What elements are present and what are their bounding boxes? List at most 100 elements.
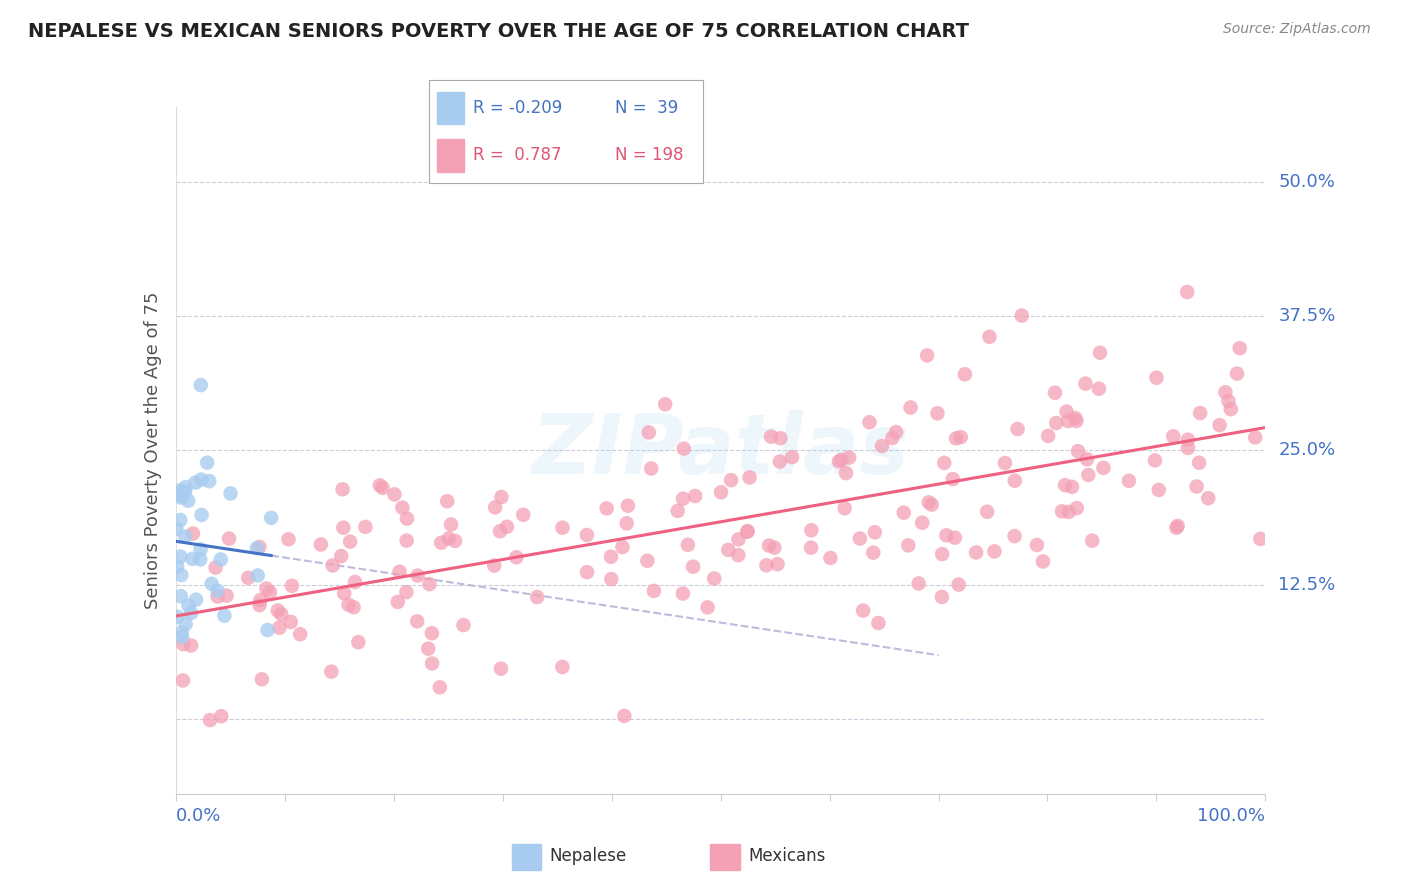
Point xyxy=(1074,376,1097,391)
Text: 25.0%: 25.0% xyxy=(1278,442,1336,459)
Point xyxy=(166,610,188,624)
Point xyxy=(198,474,221,488)
Point xyxy=(949,430,972,444)
Text: N =  39: N = 39 xyxy=(616,99,679,117)
Point xyxy=(207,590,229,604)
Point xyxy=(491,490,513,504)
Point xyxy=(254,582,277,596)
Point xyxy=(1249,532,1271,546)
Point xyxy=(406,568,429,582)
Point xyxy=(440,517,463,532)
Text: 50.0%: 50.0% xyxy=(1278,173,1336,191)
Point xyxy=(170,589,193,603)
Point xyxy=(322,558,344,573)
Point xyxy=(1188,456,1211,470)
Point xyxy=(269,621,291,635)
Point xyxy=(342,600,364,615)
Point xyxy=(1076,452,1098,467)
Point xyxy=(755,558,778,573)
Point xyxy=(165,522,187,536)
Point xyxy=(489,662,512,676)
Point xyxy=(897,538,920,552)
Point xyxy=(617,499,640,513)
Point xyxy=(870,439,893,453)
Point xyxy=(882,431,904,445)
Text: NEPALESE VS MEXICAN SENIORS POVERTY OVER THE AGE OF 75 CORRELATION CHART: NEPALESE VS MEXICAN SENIORS POVERTY OVER… xyxy=(28,22,969,41)
Point xyxy=(246,541,269,555)
Point xyxy=(921,498,943,512)
Point xyxy=(1004,529,1026,543)
Point xyxy=(613,709,636,723)
Point xyxy=(676,538,699,552)
Point xyxy=(1146,370,1168,384)
Point xyxy=(830,453,852,467)
Point xyxy=(595,501,617,516)
Point xyxy=(505,550,527,565)
Point xyxy=(942,472,965,486)
Point xyxy=(1032,554,1054,568)
Point xyxy=(575,528,598,542)
Point xyxy=(800,541,823,555)
Point xyxy=(672,586,695,600)
Point xyxy=(330,549,353,563)
Point xyxy=(267,603,290,617)
Point xyxy=(512,508,534,522)
Point xyxy=(1229,341,1251,355)
Point xyxy=(201,576,224,591)
Point xyxy=(177,599,200,613)
Point xyxy=(384,487,406,501)
Point xyxy=(215,589,238,603)
Point xyxy=(945,431,967,445)
Point xyxy=(672,442,695,456)
Point xyxy=(868,615,890,630)
Point xyxy=(430,535,453,549)
Point xyxy=(214,608,236,623)
Point xyxy=(934,456,956,470)
Point xyxy=(1177,433,1199,447)
Point xyxy=(343,575,366,590)
Point xyxy=(219,486,242,500)
Point xyxy=(387,595,409,609)
Point xyxy=(290,627,312,641)
Point xyxy=(247,540,270,554)
Point xyxy=(735,524,758,539)
Point xyxy=(395,511,418,525)
Point xyxy=(337,598,360,612)
Point xyxy=(332,483,354,497)
Point xyxy=(277,533,299,547)
Point xyxy=(1244,430,1267,444)
Point xyxy=(636,554,658,568)
Point xyxy=(166,486,188,500)
Point xyxy=(281,579,304,593)
Point xyxy=(198,713,221,727)
Point xyxy=(406,615,429,629)
Point xyxy=(643,583,665,598)
Point xyxy=(177,493,200,508)
Point xyxy=(1219,402,1241,417)
Point xyxy=(332,521,354,535)
Point xyxy=(1167,519,1189,533)
Point xyxy=(259,585,281,599)
Point xyxy=(190,508,212,522)
Point xyxy=(1026,538,1049,552)
Point xyxy=(737,524,759,538)
Point xyxy=(1066,501,1088,516)
Point xyxy=(418,577,440,591)
Text: 0.0%: 0.0% xyxy=(176,806,221,825)
Point xyxy=(496,520,519,534)
Point xyxy=(672,491,695,506)
Point xyxy=(983,544,1005,558)
Point xyxy=(250,673,273,687)
Point xyxy=(184,475,207,490)
Point xyxy=(637,425,659,440)
Text: ZIPatlas: ZIPatlas xyxy=(531,410,910,491)
Point xyxy=(190,542,212,557)
Point xyxy=(420,626,443,640)
Point xyxy=(484,558,506,573)
Point xyxy=(181,551,204,566)
Point xyxy=(169,549,191,564)
Point xyxy=(953,368,976,382)
Point xyxy=(391,500,413,515)
Point xyxy=(1166,521,1188,535)
Point xyxy=(170,625,193,640)
